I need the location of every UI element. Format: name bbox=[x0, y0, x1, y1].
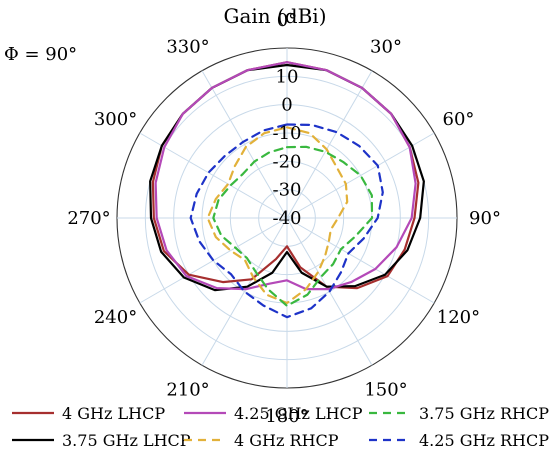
radial-tick-label: 0 bbox=[281, 95, 292, 116]
radial-tick-label: -20 bbox=[273, 151, 302, 172]
angle-tick-label: 330° bbox=[166, 37, 209, 58]
legend: 4 GHz LHCP 3.75 GHz LHCP 4.25 GHz LHCP 4 GH… bbox=[12, 404, 549, 450]
radial-tick-label: -10 bbox=[273, 123, 302, 144]
angular-grid-line bbox=[201, 70, 288, 219]
legend-label: 4.25 GHz LHCP bbox=[234, 404, 363, 423]
angle-tick-label: 120° bbox=[437, 307, 480, 328]
angular-grid-line bbox=[286, 217, 435, 304]
chart-title: Gain (dBi) bbox=[223, 4, 326, 28]
series-line bbox=[154, 61, 417, 291]
angle-tick-label: 210° bbox=[166, 379, 209, 400]
angle-tick-label: 300° bbox=[94, 109, 137, 130]
legend-label: 4.25 GHz RHCP bbox=[419, 431, 549, 450]
series-lines bbox=[149, 61, 425, 319]
radial-tick-label: -30 bbox=[273, 180, 302, 201]
legend-label: 4 GHz RHCP bbox=[234, 431, 339, 450]
angle-tick-label: 240° bbox=[94, 307, 137, 328]
angle-tick-label: 90° bbox=[469, 208, 501, 229]
angle-tick-label: 180° bbox=[265, 406, 308, 427]
series-line bbox=[206, 126, 349, 305]
legend-label: 4 GHz LHCP bbox=[62, 404, 165, 423]
legend-label: 3.75 GHz RHCP bbox=[419, 404, 549, 423]
series-line bbox=[149, 63, 425, 292]
radial-tick-label: -40 bbox=[273, 208, 302, 229]
series-line bbox=[189, 123, 384, 319]
angular-grid-line bbox=[286, 70, 373, 219]
series-line bbox=[212, 145, 374, 307]
axis-labels: 0° 30° 60° 90° 120° 150° 180° 210° 240° 270° 300° 3… bbox=[67, 10, 501, 427]
angular-grid-line bbox=[201, 217, 288, 366]
angle-tick-label: 150° bbox=[364, 379, 407, 400]
radial-tick-label: 10 bbox=[276, 66, 299, 87]
phi-annotation: Φ = 90° bbox=[4, 44, 77, 65]
legend-label: 3.75 GHz LHCP bbox=[62, 431, 191, 450]
angle-tick-label: 60° bbox=[443, 109, 475, 130]
angle-tick-label: 270° bbox=[67, 208, 110, 229]
angle-tick-label: 0° bbox=[277, 10, 297, 31]
angle-tick-label: 30° bbox=[370, 37, 402, 58]
